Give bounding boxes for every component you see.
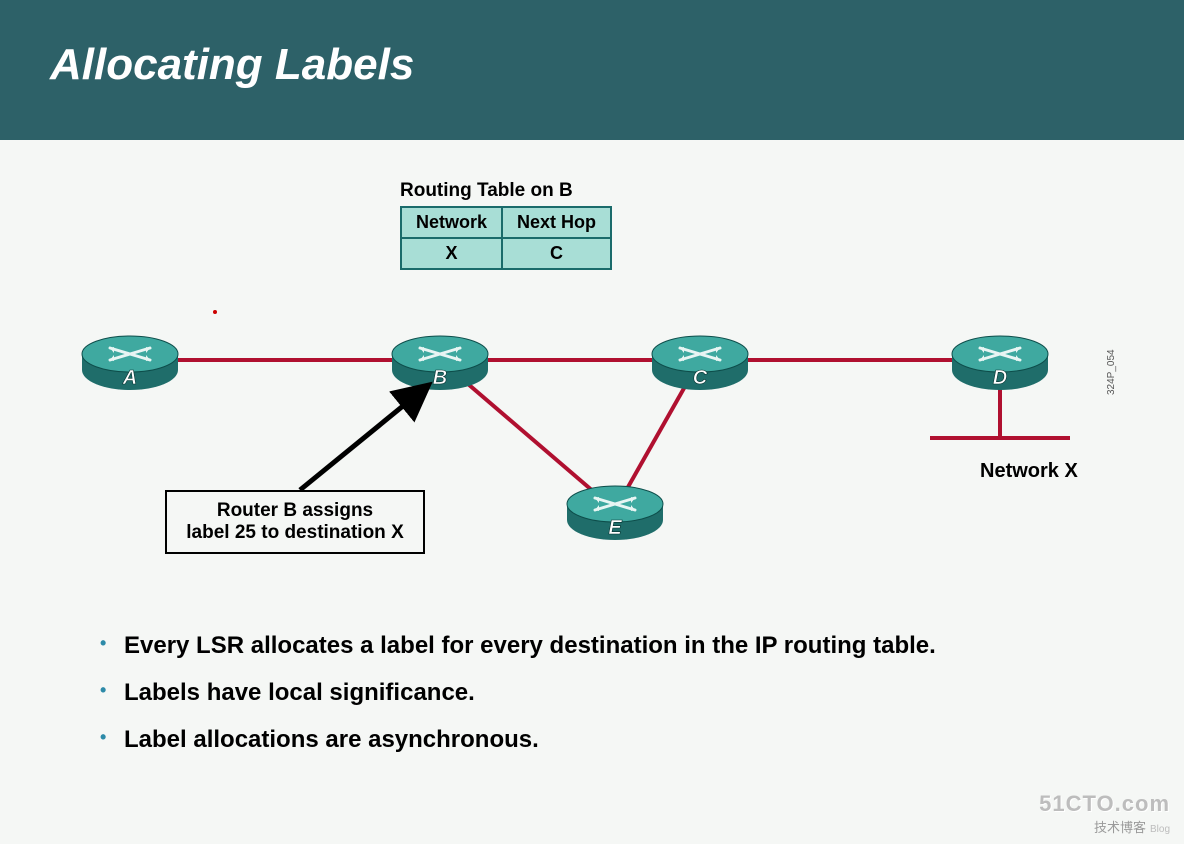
routing-cell-net: X (401, 238, 502, 269)
watermark: 51CTO.com 技术博客Blog (1039, 791, 1170, 836)
callout-arrow (300, 388, 425, 490)
slide-title: Allocating Labels (50, 40, 414, 89)
routing-col-nexthop: Next Hop (502, 207, 611, 238)
routing-cell-hop: C (502, 238, 611, 269)
router-D: D (952, 336, 1048, 390)
watermark-line2: 技术博客Blog (1039, 817, 1170, 836)
router-label-A: A (122, 367, 137, 389)
routing-table-title: Routing Table on B (400, 180, 573, 202)
router-E: E (567, 486, 663, 540)
callout-line2: label 25 to destination X (181, 522, 409, 544)
watermark-line1: 51CTO.com (1039, 791, 1170, 817)
routing-table: Network Next Hop X C (400, 206, 612, 270)
bullet-item: Label allocations are asynchronous. (100, 724, 1080, 755)
router-B: B (392, 336, 488, 390)
network-x-label: Network X (980, 460, 1078, 483)
router-A: A (82, 336, 178, 390)
callout-box: Router B assigns label 25 to destination… (165, 490, 425, 554)
router-C: C (652, 336, 748, 390)
router-label-C: C (693, 367, 708, 389)
slide-header: Allocating Labels (0, 0, 1184, 140)
callout-line1: Router B assigns (181, 500, 409, 522)
router-label-B: B (433, 367, 447, 389)
bullet-item: Every LSR allocates a label for every de… (100, 630, 1080, 661)
bullet-item: Labels have local significance. (100, 677, 1080, 708)
router-label-D: D (993, 367, 1007, 389)
diagram-area: A B C D E Routing Table on B Network Next Ho… (0, 140, 1184, 640)
callout-arrow-line (300, 388, 425, 490)
red-dot (213, 310, 217, 314)
slide-code-label: 324P_054 (1106, 349, 1117, 395)
routing-col-network: Network (401, 207, 502, 238)
links-group (130, 360, 1000, 510)
red-dot (213, 310, 217, 314)
router-label-E: E (608, 517, 622, 539)
bullet-list: Every LSR allocates a label for every de… (100, 630, 1080, 772)
